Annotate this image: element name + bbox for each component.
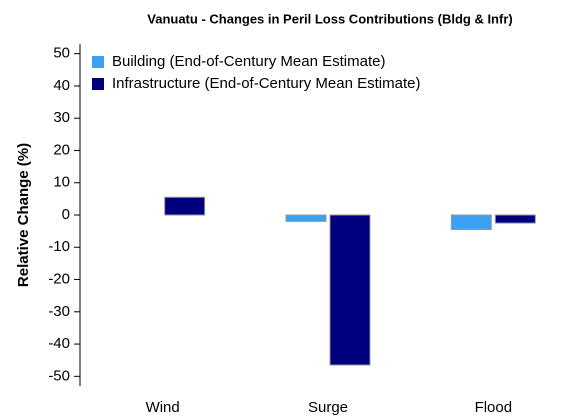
x-tick-label: Surge <box>308 399 348 416</box>
y-tick-label: -50 <box>48 367 70 384</box>
y-tick-label: -10 <box>48 238 70 255</box>
y-tick-label: 0 <box>62 206 70 223</box>
bar <box>329 214 371 366</box>
legend-swatch <box>92 78 104 90</box>
legend-swatch <box>92 56 104 68</box>
y-tick-label: 40 <box>53 77 70 94</box>
y-tick-label: -30 <box>48 303 70 320</box>
y-tick-label: 50 <box>53 45 70 62</box>
legend-label: Infrastructure (End-of-Century Mean Esti… <box>112 75 420 92</box>
bar <box>285 214 327 222</box>
y-tick-label: 10 <box>53 174 70 191</box>
chart-title: Vanuatu - Changes in Peril Loss Contribu… <box>147 11 512 26</box>
x-tick-label: Flood <box>475 399 513 416</box>
y-axis-label: Relative Change (%) <box>15 143 32 287</box>
y-tick-label: 20 <box>53 141 70 158</box>
legend-label: Building (End-of-Century Mean Estimate) <box>112 53 385 70</box>
bar <box>164 196 206 216</box>
bar <box>450 214 492 231</box>
y-tick-label: -40 <box>48 335 70 352</box>
bar <box>494 214 536 224</box>
y-tick-label: 30 <box>53 109 70 126</box>
x-tick-label: Wind <box>146 399 180 416</box>
y-tick-label: -20 <box>48 270 70 287</box>
